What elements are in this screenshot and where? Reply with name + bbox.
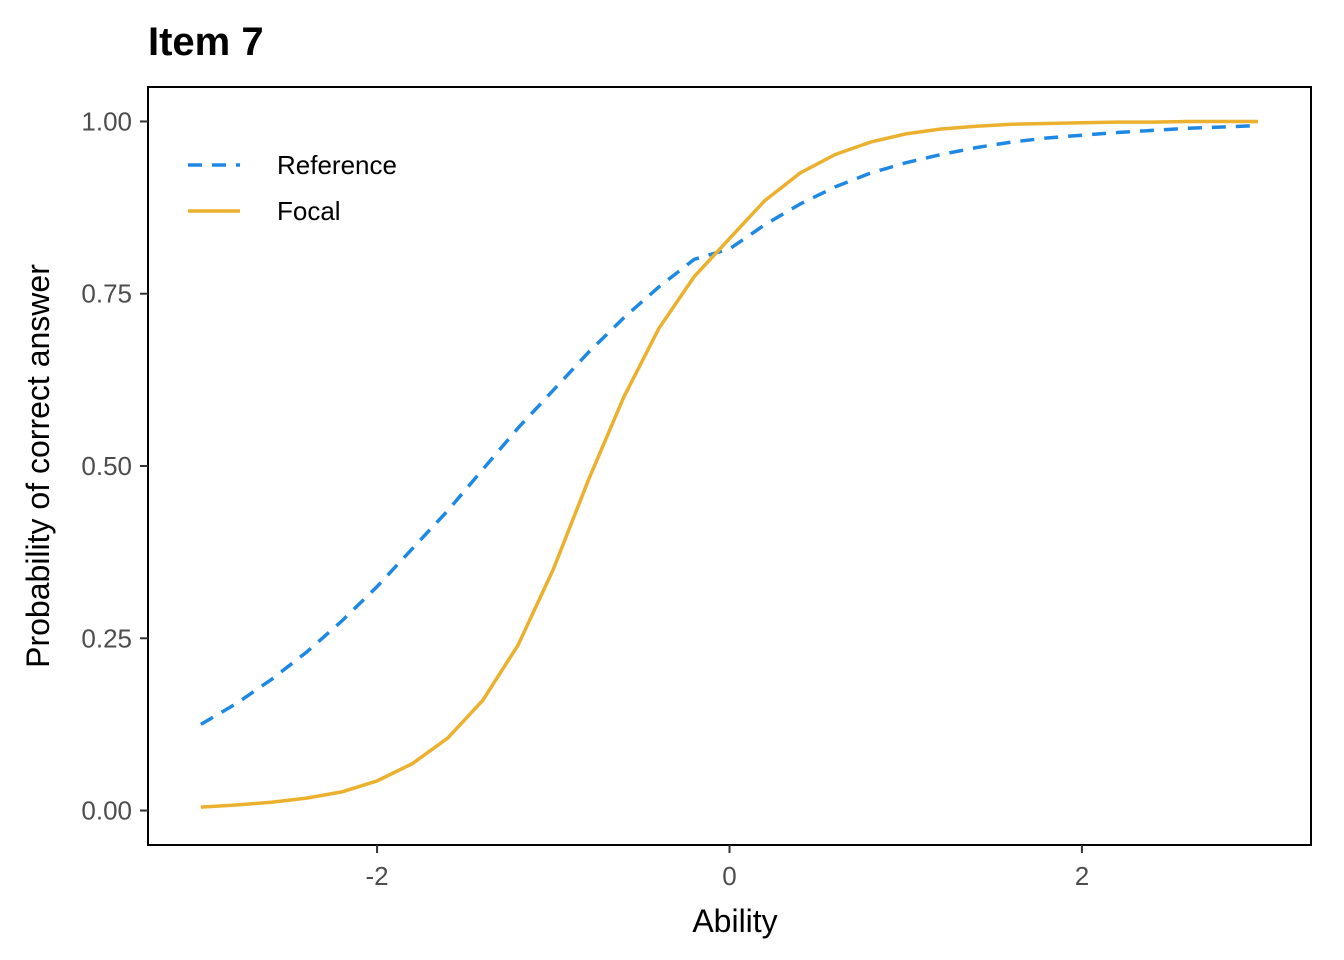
legend-label-focal: Focal [277, 196, 341, 226]
series-line-focal [200, 119, 1259, 809]
legend: Reference Focal [188, 150, 397, 226]
x-tick-label: 2 [1075, 861, 1089, 891]
series-layer [200, 119, 1259, 809]
y-axis-title: Probability of correct answer [20, 264, 56, 668]
x-tick-label: 0 [722, 861, 736, 891]
x-tick-label: -2 [366, 861, 389, 891]
legend-label-reference: Reference [277, 150, 397, 180]
x-axis-title: Ability [692, 903, 777, 939]
y-tick-label: 1.00 [81, 106, 132, 136]
y-tick-label: 0.25 [81, 623, 132, 653]
y-tick-label: 0.75 [81, 279, 132, 309]
series-line-reference [200, 123, 1259, 726]
chart-title: Item 7 [148, 20, 264, 64]
y-tick-label: 0.50 [81, 451, 132, 481]
y-axis: 0.00 0.25 0.50 0.75 1.00 [81, 106, 148, 826]
y-tick-label: 0.00 [81, 796, 132, 826]
x-axis: -2 0 2 [366, 845, 1089, 891]
